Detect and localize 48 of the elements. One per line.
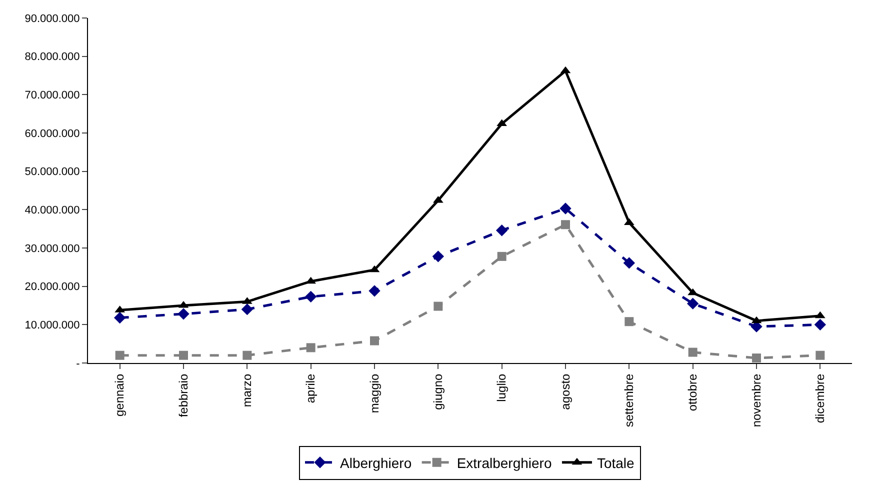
- point: [178, 308, 190, 320]
- legend-label: Totale: [596, 454, 635, 471]
- y-tick-label: 90.000.000: [24, 12, 80, 25]
- y-tick-label: -: [76, 358, 80, 370]
- y-tick-label: 40.000.000: [24, 204, 80, 217]
- legend-label: Alberghiero: [340, 454, 412, 471]
- y-tick-label: 10.000.000: [24, 320, 80, 332]
- point: [623, 257, 636, 269]
- x-tick-label: giugno: [431, 373, 446, 410]
- point: [304, 290, 317, 303]
- x-tick-label: luglio: [494, 373, 509, 402]
- point: [368, 285, 380, 297]
- x-tick-label: agosto: [558, 373, 572, 410]
- point: [434, 302, 443, 311]
- point: [432, 250, 444, 262]
- point: [242, 350, 252, 360]
- x-tick-label: ottobre: [686, 373, 700, 412]
- point: [686, 298, 699, 310]
- y-tick-label: 80.000.000: [24, 51, 80, 64]
- point: [688, 348, 698, 357]
- x-tick-label: dicembre: [813, 373, 828, 424]
- point: [816, 350, 825, 360]
- x-tick-label: gennaio: [112, 373, 127, 417]
- y-tick-label: 60.000.000: [24, 128, 80, 140]
- point: [179, 350, 188, 360]
- point: [241, 303, 254, 316]
- y-tick-label: 50.000.000: [24, 166, 80, 178]
- point: [561, 220, 570, 230]
- x-tick-label: maggio: [367, 373, 382, 414]
- point: [497, 252, 506, 261]
- point: [114, 312, 126, 324]
- point: [752, 354, 761, 363]
- legend-label: Extralberghiero: [456, 454, 552, 471]
- point: [115, 350, 124, 360]
- x-tick-label: marzo: [240, 373, 254, 408]
- x-tick-label: settembre: [622, 373, 636, 428]
- y-tick-label: 30.000.000: [24, 242, 80, 255]
- point: [814, 318, 826, 331]
- point: [370, 336, 379, 346]
- y-tick-label: 70.000.000: [24, 90, 80, 102]
- point: [560, 202, 572, 214]
- x-tick-label: febbraio: [176, 373, 190, 418]
- point: [496, 224, 508, 236]
- x-tick-label: aprile: [304, 373, 318, 404]
- point: [624, 317, 634, 326]
- point: [306, 343, 316, 352]
- y-tick-label: 20.000.000: [24, 281, 80, 294]
- x-tick-label: novembre: [749, 373, 764, 428]
